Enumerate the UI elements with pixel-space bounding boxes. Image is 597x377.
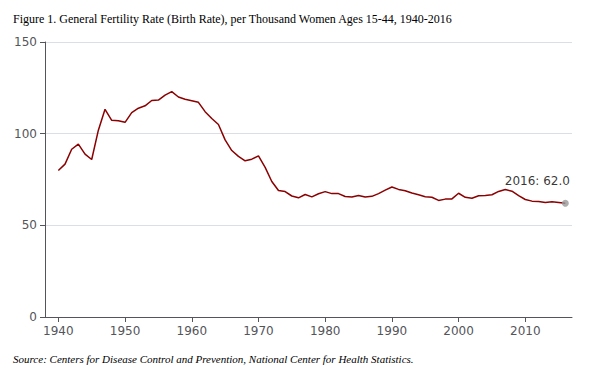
svg-text:0: 0: [29, 310, 37, 324]
svg-text:1990: 1990: [377, 324, 408, 338]
svg-text:1940: 1940: [43, 324, 74, 338]
svg-text:150: 150: [14, 35, 37, 49]
svg-text:1980: 1980: [310, 324, 341, 338]
svg-text:1960: 1960: [176, 324, 207, 338]
svg-text:1970: 1970: [243, 324, 274, 338]
svg-text:Figure 1. General Fertility Ra: Figure 1. General Fertility Rate (Birth …: [13, 12, 452, 26]
svg-text:100: 100: [14, 127, 37, 141]
svg-text:1950: 1950: [110, 324, 141, 338]
svg-text:2010: 2010: [510, 324, 541, 338]
svg-text:Source: Centers for Disease Co: Source: Centers for Disease Control and …: [13, 353, 414, 365]
svg-text:2000: 2000: [443, 324, 474, 338]
svg-text:2016: 62.0: 2016: 62.0: [505, 174, 570, 188]
svg-text:50: 50: [22, 218, 37, 232]
